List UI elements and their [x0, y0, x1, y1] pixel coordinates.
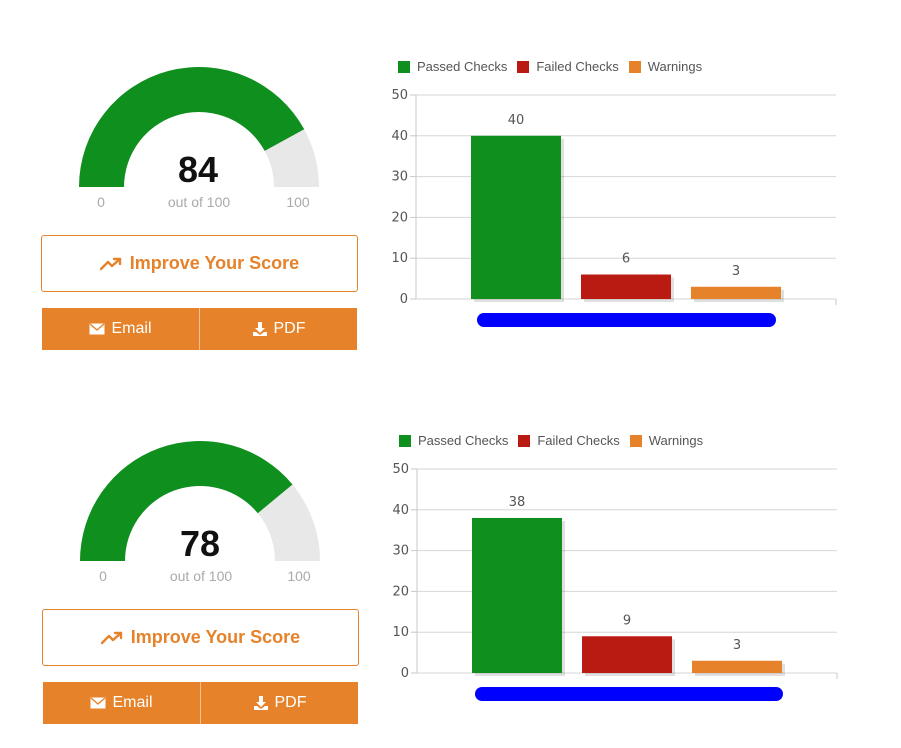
- y-tick-label: 0: [401, 666, 409, 681]
- pdf-label: PDF: [273, 320, 306, 337]
- chart-scrollbar[interactable]: [477, 313, 776, 327]
- legend-label-passed: Passed Checks: [418, 433, 509, 448]
- pdf-button[interactable]: PDF: [200, 682, 358, 724]
- legend-swatch-passed: [399, 434, 411, 447]
- y-tick-label: 30: [391, 170, 408, 185]
- bar-value-label: 6: [622, 252, 630, 267]
- y-tick-label: 40: [392, 503, 409, 518]
- improve-score-button[interactable]: Improve Your Score: [41, 235, 358, 292]
- y-tick-label: 20: [392, 584, 409, 599]
- gauge-fill: [79, 66, 305, 187]
- legend-label-warnings: Warnings: [648, 433, 704, 448]
- email-button[interactable]: Email: [42, 308, 199, 350]
- legend-swatch-failed: [517, 60, 530, 73]
- bar-warnings: [692, 660, 782, 673]
- legend-item-failed[interactable]: Failed Checks: [518, 433, 620, 448]
- y-tick-label: 0: [400, 292, 408, 307]
- gauge-min-label: 0: [99, 568, 107, 584]
- gauge-caption: out of 100: [169, 568, 233, 584]
- legend-item-failed[interactable]: Failed Checks: [517, 59, 619, 74]
- legend-item-warnings[interactable]: Warnings: [629, 433, 704, 448]
- legend-swatch-warnings: [629, 434, 642, 447]
- score-gauge: 84 0 out of 100 100 Improve Your Score E…: [0, 0, 400, 374]
- bar-value-label: 9: [623, 613, 631, 628]
- email-label: Email: [111, 320, 152, 337]
- chart-legend: Passed Checks Failed Checks Warnings: [399, 433, 703, 448]
- score-gauge: 78 0 out of 100 100 Improve Your Score E…: [0, 374, 400, 748]
- bar-warnings: [691, 286, 781, 299]
- legend-swatch-failed: [518, 434, 531, 447]
- download-icon: [253, 696, 268, 710]
- y-tick-label: 20: [391, 210, 408, 225]
- checks-bar-chart: 0 10 20 30 40 50 40 6 3: [391, 88, 837, 307]
- trending-up-icon: [99, 257, 121, 270]
- chart-scrollbar[interactable]: [475, 687, 783, 701]
- gauge-min-label: 0: [97, 194, 105, 210]
- y-tick-label: 40: [391, 129, 408, 144]
- pdf-label: PDF: [274, 694, 307, 711]
- email-label: Email: [112, 694, 153, 711]
- improve-score-label: Improve Your Score: [130, 627, 301, 647]
- trending-up-icon: [100, 631, 122, 644]
- score-value: 78: [179, 523, 221, 564]
- y-tick-label: 10: [391, 251, 408, 266]
- improve-score-button[interactable]: Improve Your Score: [42, 609, 359, 666]
- y-tick-label: 30: [392, 544, 409, 559]
- legend-label-failed: Failed Checks: [537, 433, 620, 448]
- checks-bar-chart: 0 10 20 30 40 50 38 9 3: [392, 462, 838, 681]
- bar-value-label: 38: [509, 495, 526, 510]
- gauge-caption: out of 100: [167, 194, 231, 210]
- chart-legend: Passed Checks Failed Checks Warnings: [398, 59, 702, 74]
- gauge-arc: [79, 66, 319, 187]
- bar-passed: [472, 517, 562, 673]
- y-tick-label: 50: [392, 462, 409, 477]
- email-button[interactable]: Email: [43, 682, 200, 724]
- legend-swatch-warnings: [628, 60, 641, 73]
- gauge-max-label: 100: [287, 568, 311, 584]
- export-buttons: Email PDF: [42, 308, 357, 350]
- legend-item-warnings[interactable]: Warnings: [628, 59, 703, 74]
- improve-score-label: Improve Your Score: [129, 253, 300, 273]
- envelope-icon: [89, 323, 105, 335]
- bar-value-label: 3: [733, 638, 741, 653]
- legend-item-passed[interactable]: Passed Checks: [398, 59, 507, 74]
- bar-value-label: 40: [508, 113, 525, 128]
- report-panel-2: 78 0 out of 100 100 Improve Your Score E…: [0, 374, 901, 748]
- score-value: 84: [177, 149, 219, 190]
- report-panel-1: 84 0 out of 100 100 Improve Your Score E…: [0, 0, 837, 374]
- bar-failed: [582, 636, 672, 673]
- gauge-max-label: 100: [286, 194, 310, 210]
- legend-label-failed: Failed Checks: [536, 59, 619, 74]
- gauge-arc: [80, 441, 320, 561]
- bar-value-label: 3: [732, 264, 740, 279]
- legend-label-passed: Passed Checks: [417, 59, 508, 74]
- y-tick-label: 10: [392, 625, 409, 640]
- envelope-icon: [90, 697, 106, 709]
- bar-passed: [471, 135, 561, 299]
- bar-failed: [581, 274, 671, 299]
- legend-item-passed[interactable]: Passed Checks: [399, 433, 508, 448]
- gauge-fill: [80, 441, 293, 561]
- download-icon: [252, 322, 267, 336]
- legend-swatch-passed: [398, 60, 410, 73]
- legend-label-warnings: Warnings: [647, 59, 703, 74]
- y-tick-label: 50: [391, 88, 408, 103]
- pdf-button[interactable]: PDF: [199, 308, 357, 350]
- export-buttons: Email PDF: [43, 682, 358, 724]
